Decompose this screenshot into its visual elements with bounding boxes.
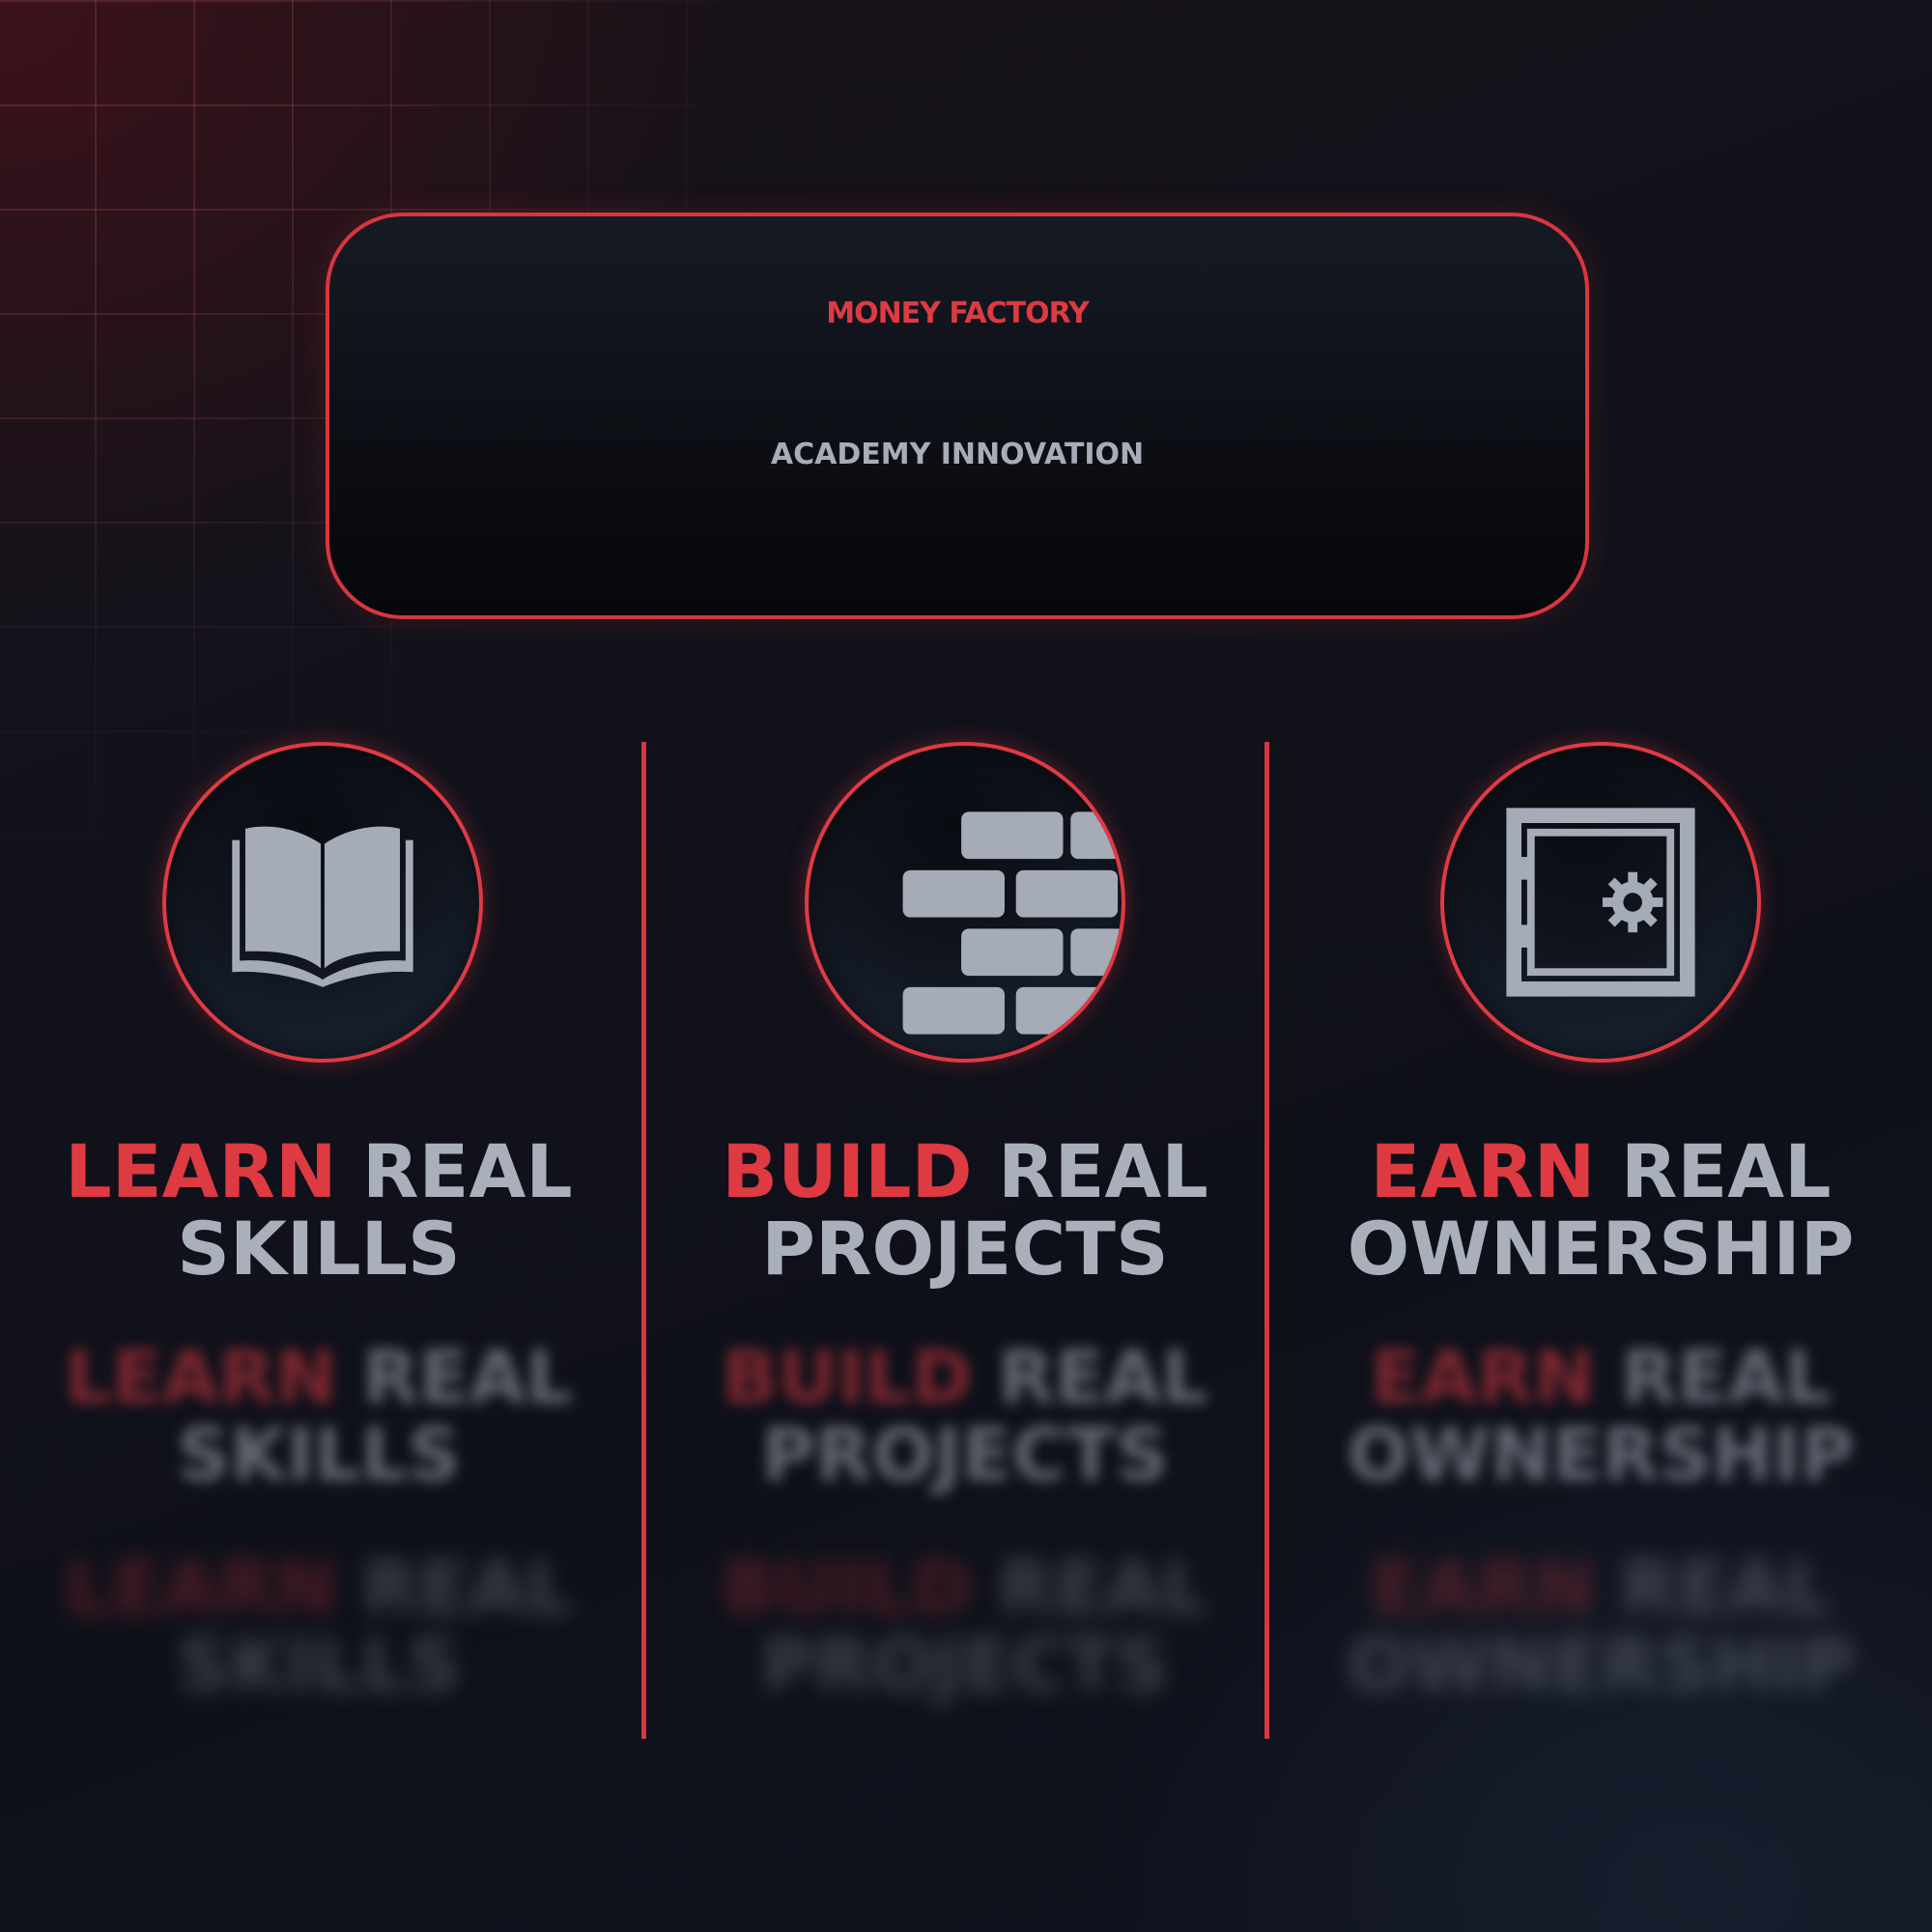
heading-accent-word: BUILD [722,1128,973,1214]
feature-heading-learn-reflection: LEARN REAL SKILLS [0,1339,638,1493]
feature-heading-learn-reflection-faint: LEARN REAL SKILLS [0,1549,638,1704]
column-divider-left [641,742,646,1739]
title-sub: ACADEMY INNOVATION [770,438,1145,471]
heading-line2: OWNERSHIP [1347,1622,1855,1708]
heading-line2: OWNERSHIP [1347,1206,1855,1292]
title-box: MONEY FACTORY ACADEMY INNOVATION [326,213,1589,619]
feature-heading-build: BUILD REAL PROJECTS [646,1133,1284,1288]
brick-wall-icon [902,811,1122,1035]
feature-heading-build-reflection: BUILD REAL PROJECTS [646,1339,1284,1493]
heading-word: REAL [362,1128,573,1214]
icon-badge-build [805,742,1125,1063]
heading-accent-word: LEARN [65,1128,337,1214]
feature-column-learn: LEARN REAL SKILLS LEARN REAL SKILLS LEAR… [0,742,638,1804]
column-divider-right [1264,742,1269,1739]
heading-line2: PROJECTS [761,1622,1169,1708]
open-book-icon [232,826,413,987]
heading-line2: SKILLS [177,1206,461,1292]
icon-badge-learn [162,742,483,1063]
heading-word: REAL [1620,1128,1832,1214]
heading-word: REAL [998,1128,1208,1214]
heading-line2: OWNERSHIP [1347,1411,1855,1497]
feature-heading-learn: LEARN REAL SKILLS [0,1133,638,1288]
heading-line2: SKILLS [177,1411,461,1497]
heading-word: REAL [1620,1334,1832,1420]
heading-line2: SKILLS [177,1622,461,1708]
heading-accent-word: LEARN [65,1334,337,1420]
feature-column-earn: EARN REAL OWNERSHIP EARN REAL OWNERSHIP … [1282,742,1919,1804]
heading-accent-word: BUILD [722,1334,973,1420]
heading-accent-word: EARN [1370,1545,1596,1631]
feature-heading-earn-reflection: EARN REAL OWNERSHIP [1282,1339,1919,1493]
heading-accent-word: BUILD [722,1545,973,1631]
feature-heading-earn-reflection-faint: EARN REAL OWNERSHIP [1282,1549,1919,1704]
feature-column-build: BUILD REAL PROJECTS BUILD REAL PROJECTS … [646,742,1284,1804]
feature-heading-build-reflection-faint: BUILD REAL PROJECTS [646,1549,1284,1704]
heading-accent-word: LEARN [65,1545,337,1631]
heading-word: REAL [998,1334,1208,1420]
heading-line2: PROJECTS [761,1206,1169,1292]
icon-badge-earn [1440,742,1761,1063]
vault-safe-icon [1506,808,1695,997]
heading-accent-word: EARN [1370,1334,1596,1420]
heading-word: REAL [362,1545,573,1631]
heading-word: REAL [998,1545,1208,1631]
heading-word: REAL [1620,1545,1832,1631]
heading-line2: PROJECTS [761,1411,1169,1497]
title-main: MONEY FACTORY [826,297,1090,330]
feature-heading-earn: EARN REAL OWNERSHIP [1282,1133,1919,1288]
heading-accent-word: EARN [1370,1128,1596,1214]
heading-word: REAL [362,1334,573,1420]
